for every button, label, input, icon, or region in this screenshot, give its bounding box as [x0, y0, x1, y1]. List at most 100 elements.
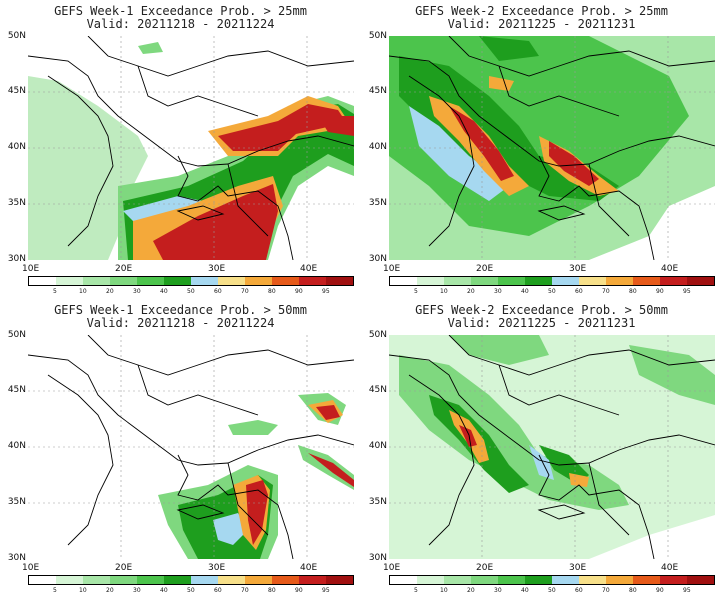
colorbar-tick: 60 [214, 587, 222, 594]
lat-label: 40N [368, 441, 387, 451]
colorbar-tick: 60 [214, 288, 222, 295]
map-panel-week2-25mm: GEFS Week-2 Exceedance Prob. > 25mm Vali… [361, 0, 722, 299]
colorbar-tick: 40 [521, 288, 529, 295]
colorbar [389, 575, 715, 585]
probability-map [28, 36, 354, 260]
colorbar-segment [579, 576, 606, 584]
colorbar-tick: 80 [629, 587, 637, 594]
colorbar-tick: 60 [575, 587, 583, 594]
colorbar [28, 575, 354, 585]
colorbar-segment [191, 576, 218, 584]
colorbar-tick: 20 [106, 288, 114, 295]
lat-label: 30N [7, 254, 26, 264]
colorbar-segment [326, 277, 353, 285]
colorbar-tick: 30 [494, 587, 502, 594]
colorbar-tick: 70 [602, 587, 610, 594]
colorbar-tick: 50 [548, 288, 556, 295]
lat-label: 35N [7, 198, 26, 208]
colorbar-segment [390, 576, 417, 584]
colorbar-segment [164, 277, 191, 285]
lon-label: 30E [208, 563, 226, 573]
colorbar-segment [272, 576, 299, 584]
lat-label: 30N [368, 553, 387, 563]
colorbar [28, 276, 354, 286]
colorbar-segment [660, 576, 687, 584]
colorbar-segment [137, 576, 164, 584]
lat-label: 50N [7, 330, 26, 340]
map-panel-week1-25mm: GEFS Week-1 Exceedance Prob. > 25mm Vali… [0, 0, 361, 299]
lat-label: 45N [368, 86, 387, 96]
lon-label: 10E [383, 563, 401, 573]
lon-label: 20E [476, 563, 494, 573]
colorbar-tick: 90 [295, 288, 303, 295]
panel-valid-dates: Valid: 20211218 - 20211224 [86, 316, 275, 330]
colorbar-tick: 70 [241, 587, 249, 594]
colorbar-segment [56, 277, 83, 285]
map-panel-week2-50mm: GEFS Week-2 Exceedance Prob. > 50mm Vali… [361, 299, 722, 598]
colorbar-tick: 95 [322, 288, 330, 295]
colorbar-tick: 70 [602, 288, 610, 295]
lon-label: 40E [300, 563, 318, 573]
colorbar-segment [444, 576, 471, 584]
colorbar-tick: 30 [133, 288, 141, 295]
colorbar-segment [525, 576, 552, 584]
lon-label: 30E [569, 264, 587, 274]
colorbar-segment [417, 576, 444, 584]
colorbar-segment [633, 576, 660, 584]
panel-title: GEFS Week-2 Exceedance Prob. > 25mm [415, 4, 668, 18]
colorbar-segment [498, 576, 525, 584]
colorbar-segment [660, 277, 687, 285]
lon-label: 20E [115, 264, 133, 274]
colorbar [389, 276, 715, 286]
lon-label: 30E [208, 264, 226, 274]
colorbar-segment [110, 576, 137, 584]
colorbar-segment [471, 277, 498, 285]
colorbar-segment [83, 576, 110, 584]
colorbar-segment [417, 277, 444, 285]
colorbar-tick: 80 [629, 288, 637, 295]
colorbar-segment [687, 576, 714, 584]
lat-label: 40N [7, 441, 26, 451]
colorbar-segment [29, 277, 56, 285]
colorbar-tick: 10 [79, 587, 87, 594]
colorbar-segment [137, 277, 164, 285]
lat-label: 45N [7, 385, 26, 395]
colorbar-segment [552, 277, 579, 285]
colorbar-tick: 95 [322, 587, 330, 594]
colorbar-tick: 40 [160, 288, 168, 295]
colorbar-segment [110, 277, 137, 285]
lat-label: 35N [368, 198, 387, 208]
colorbar-tick: 80 [268, 587, 276, 594]
colorbar-tick: 20 [467, 288, 475, 295]
colorbar-tick: 50 [187, 587, 195, 594]
lat-label: 30N [7, 553, 26, 563]
colorbar-segment [390, 277, 417, 285]
colorbar-segment [525, 277, 552, 285]
colorbar-tick: 10 [440, 587, 448, 594]
colorbar-tick: 95 [683, 288, 691, 295]
colorbar-tick: 5 [414, 587, 418, 594]
lon-label: 40E [300, 264, 318, 274]
colorbar-segment [245, 576, 272, 584]
map-panel-week1-50mm: GEFS Week-1 Exceedance Prob. > 50mm Vali… [0, 299, 361, 598]
colorbar-segment [83, 277, 110, 285]
colorbar-segment [552, 576, 579, 584]
lat-label: 30N [368, 254, 387, 264]
probability-map [389, 335, 715, 559]
colorbar-segment [326, 576, 353, 584]
probability-map [28, 335, 354, 559]
colorbar-tick: 50 [548, 587, 556, 594]
lon-label: 10E [383, 264, 401, 274]
colorbar-segment [579, 277, 606, 285]
lat-label: 40N [7, 142, 26, 152]
colorbar-tick: 90 [656, 288, 664, 295]
colorbar-segment [164, 576, 191, 584]
panel-valid-dates: Valid: 20211225 - 20211231 [447, 316, 636, 330]
colorbar-tick: 5 [53, 288, 57, 295]
colorbar-tick: 20 [106, 587, 114, 594]
colorbar-tick: 40 [521, 587, 529, 594]
colorbar-segment [606, 576, 633, 584]
panel-valid-dates: Valid: 20211225 - 20211231 [447, 17, 636, 31]
colorbar-tick: 80 [268, 288, 276, 295]
colorbar-segment [299, 277, 326, 285]
